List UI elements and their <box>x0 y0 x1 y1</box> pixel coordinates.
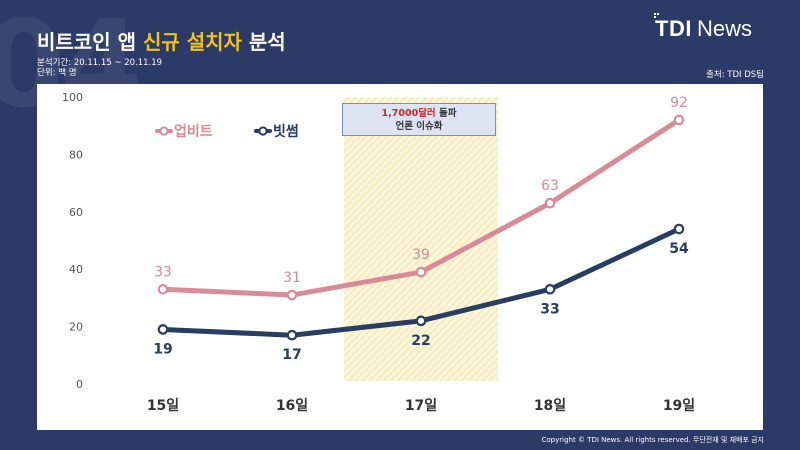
x-tick-label: 16일 <box>276 398 308 414</box>
y-tick-label: 20 <box>69 321 83 334</box>
data-label: 17 <box>282 347 301 363</box>
logo-dots-icon <box>654 13 659 18</box>
copyright: Copyright © TDI News. All rights reserve… <box>541 436 764 444</box>
y-tick-label: 60 <box>69 206 83 219</box>
legend-swatch-marker <box>258 126 268 136</box>
legend-swatch-marker <box>159 126 169 136</box>
x-tick-label: 15일 <box>147 398 179 414</box>
legend-label: 업비트 <box>174 124 213 140</box>
annotation-price: 1,7000달러 <box>381 108 436 119</box>
data-point <box>673 223 685 235</box>
data-point <box>157 324 169 335</box>
source-label: 출처: TDI DS팀 <box>706 70 764 80</box>
x-tick-label: 17일 <box>405 398 437 414</box>
data-point <box>286 289 298 301</box>
x-tick-label: 18일 <box>534 398 566 414</box>
annotation-line2: 언론 이슈화 <box>395 121 443 132</box>
data-label: 33 <box>540 301 559 317</box>
data-label: 22 <box>411 333 430 349</box>
x-tick-label: 19일 <box>663 398 695 414</box>
title-part1: 비트코인 앱 <box>37 30 143 54</box>
data-point <box>544 197 556 209</box>
y-tick-label: 0 <box>76 378 83 391</box>
annotation-breakthrough: 돌파 <box>435 108 457 119</box>
y-tick-label: 100 <box>62 91 83 104</box>
page-title: 비트코인 앱 신규 설치자 분석 <box>37 26 286 55</box>
annotation-line1: 1,7000달러 돌파 <box>343 107 495 120</box>
chart-meta: 분석기간: 20.11.15 ~ 20.11.19 단위: 백 명 <box>37 58 162 78</box>
data-label: 31 <box>283 270 301 286</box>
data-point <box>286 329 298 341</box>
annotation-box: 1,7000달러 돌파 언론 이슈화 <box>342 103 496 136</box>
data-label: 19 <box>153 341 172 357</box>
data-point <box>157 283 169 295</box>
y-tick-label: 40 <box>69 263 83 276</box>
data-point <box>415 315 427 327</box>
unit-label: 단위: 백 명 <box>37 68 77 78</box>
title-highlight: 신규 설치자 <box>142 30 242 54</box>
data-label: 63 <box>541 178 559 194</box>
analysis-period: 분석기간: 20.11.15 ~ 20.11.19 <box>37 58 163 68</box>
data-label: 33 <box>154 264 172 280</box>
y-tick-label: 80 <box>69 148 83 161</box>
data-point <box>673 114 685 126</box>
data-label: 39 <box>412 247 430 263</box>
highlight-band <box>344 97 498 381</box>
title-part2: 분석 <box>241 30 286 54</box>
legend-label: 빗썸 <box>273 123 299 140</box>
brand-logo: TDI News <box>654 13 752 42</box>
logo-sub: News <box>696 16 752 41</box>
logo-mark: TDI <box>655 16 692 41</box>
data-label: 54 <box>669 241 689 257</box>
data-point <box>415 266 427 278</box>
data-point <box>544 283 556 295</box>
data-label: 92 <box>670 95 688 111</box>
